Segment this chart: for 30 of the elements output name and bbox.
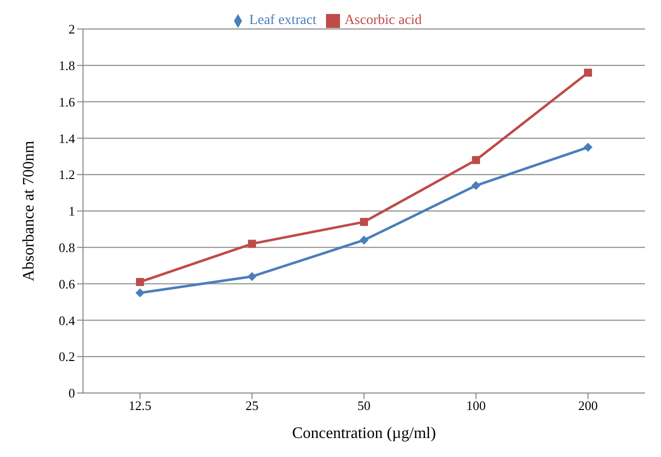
y-tick-label: 1.2 (58, 167, 75, 182)
x-tick-label: 50 (358, 398, 370, 414)
y-tick-label: 1.8 (58, 58, 75, 74)
legend-label: Leaf extract (249, 13, 316, 28)
y-tick-label: 0 (68, 386, 75, 401)
point (584, 68, 592, 77)
point (136, 278, 144, 286)
y-tick-label: 0.8 (58, 240, 75, 256)
x-tick-label: 200 (578, 398, 598, 414)
y-axis-title: Absorbance at 700nm (20, 140, 38, 282)
point (472, 181, 480, 190)
y-tick-label: 1.4 (58, 130, 76, 146)
point (248, 272, 256, 282)
legend-label: Ascorbic acid (344, 13, 422, 28)
y-tick-label: 1 (68, 204, 75, 219)
x-axis-title: Concentration (µg/ml) (292, 425, 436, 442)
point (360, 218, 368, 226)
y-tick-label: 0.2 (58, 349, 75, 364)
x-tick-label: 12.5 (128, 398, 152, 414)
y-tick-label: 0.6 (58, 276, 76, 292)
point (584, 142, 592, 152)
point (360, 236, 368, 245)
point (136, 288, 144, 298)
y-tick-label: 0.4 (58, 312, 76, 328)
x-tick-label: 25 (246, 398, 258, 414)
y-tick-label: 1.6 (58, 94, 76, 110)
y-tick-label: 2 (68, 22, 75, 37)
x-tick-label: 100 (466, 398, 486, 414)
point (472, 156, 480, 164)
point (248, 240, 256, 248)
